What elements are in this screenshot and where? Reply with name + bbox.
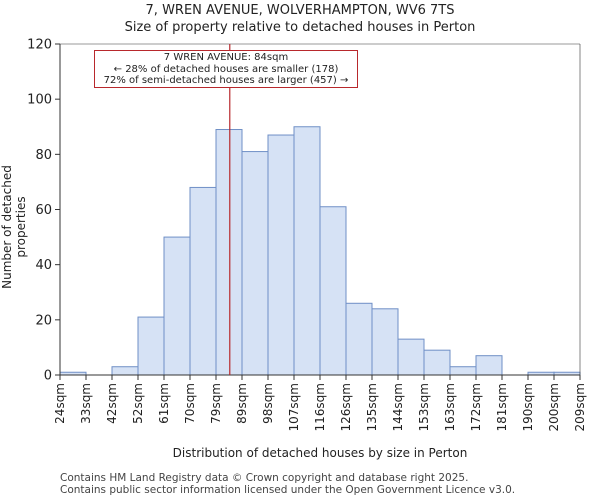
x-tick-label-2: 42sqm xyxy=(105,383,119,424)
bar-16 xyxy=(475,355,503,376)
x-tick-label-8: 98sqm xyxy=(261,383,275,424)
y-tick-label-0: 0 xyxy=(44,369,52,384)
y-axis-label: Number of detached properties xyxy=(0,165,28,289)
x-tick-label-12: 135sqm xyxy=(365,383,379,431)
x-tick-label-20: 209sqm xyxy=(573,383,587,431)
bar-7 xyxy=(241,151,269,376)
bar-6 xyxy=(215,129,243,376)
annotation-line-1: 7 WREN AVENUE: 84sqm xyxy=(163,52,289,63)
x-tick-label-11: 126sqm xyxy=(339,383,353,431)
x-tick-label-19: 200sqm xyxy=(547,383,561,431)
x-tick-label-13: 144sqm xyxy=(391,383,405,431)
bar-11 xyxy=(345,302,373,376)
footer-line-2: Contains public sector information licen… xyxy=(60,484,516,496)
x-tick-label-9: 107sqm xyxy=(287,383,301,431)
x-tick-label-10: 116sqm xyxy=(313,383,327,431)
x-tick-label-17: 181sqm xyxy=(495,383,509,431)
y-tick-label-5: 100 xyxy=(27,93,52,108)
x-tick-label-4: 61sqm xyxy=(157,383,171,424)
x-axis-label: Distribution of detached houses by size … xyxy=(172,446,468,460)
x-tick-label-5: 70sqm xyxy=(183,383,197,424)
x-tick-label-1: 33sqm xyxy=(79,383,93,424)
x-tick-label-15: 163sqm xyxy=(443,383,457,431)
bar-2 xyxy=(111,366,139,376)
footer-line-1: Contains HM Land Registry data © Crown c… xyxy=(60,472,469,484)
x-tick-label-16: 172sqm xyxy=(469,383,483,431)
chart-subtitle: Size of property relative to detached ho… xyxy=(124,20,476,35)
y-tick-label-1: 20 xyxy=(35,313,52,328)
y-tick-label-4: 80 xyxy=(35,148,52,163)
annotation-box: 7 WREN AVENUE: 84sqm ← 28% of detached h… xyxy=(94,50,358,88)
chart-title: 7, WREN AVENUE, WOLVERHAMPTON, WV6 7TS xyxy=(145,3,455,18)
bar-15 xyxy=(449,366,477,376)
x-tick-label-3: 52sqm xyxy=(131,383,145,424)
bar-8 xyxy=(267,134,295,376)
bar-3 xyxy=(137,316,165,376)
x-tick-label-14: 153sqm xyxy=(417,383,431,431)
x-tick-label-0: 24sqm xyxy=(53,383,67,424)
x-tick-label-6: 79sqm xyxy=(209,383,223,424)
annotation-line-3: 72% of semi-detached houses are larger (… xyxy=(103,75,349,87)
bar-14 xyxy=(423,349,451,376)
y-tick-label-3: 60 xyxy=(35,203,52,218)
x-tick-label-18: 190sqm xyxy=(521,383,535,431)
bar-5 xyxy=(189,186,217,376)
y-tick-label-2: 40 xyxy=(35,258,52,273)
y-tick-label-6: 120 xyxy=(27,38,52,53)
bar-9 xyxy=(293,126,321,376)
x-tick-label-7: 89sqm xyxy=(235,383,249,424)
bar-10 xyxy=(319,206,347,376)
annotation-line-2: ← 28% of detached houses are smaller (17… xyxy=(113,63,339,75)
bar-4 xyxy=(163,236,191,376)
bar-13 xyxy=(397,338,425,376)
bar-12 xyxy=(371,308,399,376)
